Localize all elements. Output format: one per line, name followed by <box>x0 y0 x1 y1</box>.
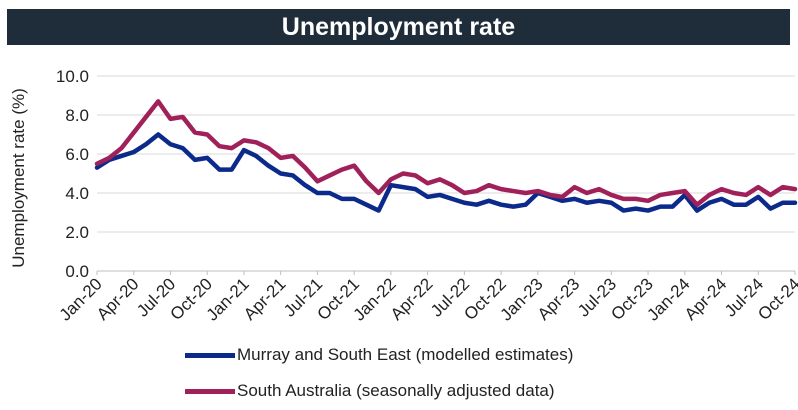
series-line-south-australia <box>94 99 798 207</box>
x-tick-label: Apr-21 <box>240 274 290 324</box>
legend-item-south-australia: South Australia (seasonally adjusted dat… <box>185 381 555 401</box>
series-lines <box>94 99 798 213</box>
series-line-murray <box>94 132 798 213</box>
y-tick-label: 0.0 <box>65 262 89 281</box>
legend-item-murray: Murray and South East (modelled estimate… <box>185 345 573 365</box>
x-tick-label: Apr-23 <box>534 274 584 324</box>
legend-swatch-south-australia <box>185 388 235 394</box>
x-tick-label: Apr-20 <box>93 274 143 324</box>
chart-title: Unemployment rate <box>7 9 790 45</box>
y-axis-label: Unemployment rate (%) <box>9 88 28 268</box>
gridlines <box>97 75 795 233</box>
legend-swatch-murray <box>185 352 235 358</box>
y-tick-label: 10.0 <box>56 67 89 86</box>
y-tick-label: 8.0 <box>65 106 89 125</box>
y-tick-label: 2.0 <box>65 223 89 242</box>
y-tick-label: 6.0 <box>65 145 89 164</box>
legend-label-south-australia: South Australia (seasonally adjusted dat… <box>237 381 555 400</box>
x-tick-label: Apr-24 <box>681 274 731 324</box>
y-tick-label: 4.0 <box>65 184 89 203</box>
legend-label-murray: Murray and South East (modelled estimate… <box>237 345 574 364</box>
x-tick-label: Apr-22 <box>387 274 437 324</box>
